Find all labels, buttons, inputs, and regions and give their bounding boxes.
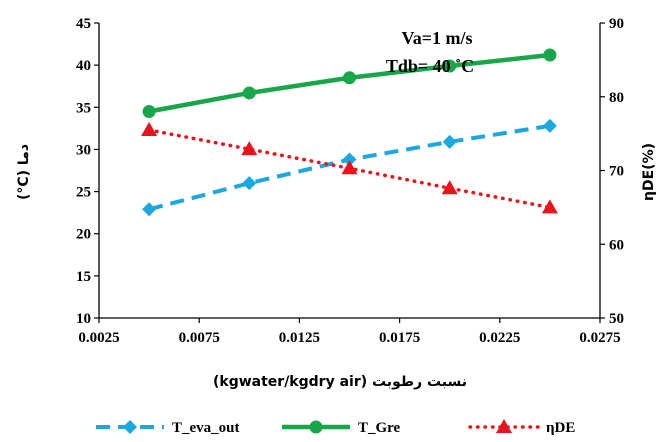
data-point [142, 105, 156, 118]
y-left-tick-label: 35 [76, 100, 91, 116]
series-layer [141, 48, 558, 217]
x-tick-label: 0.0075 [179, 330, 220, 346]
y-left-tick-label: 10 [76, 311, 91, 327]
annotation-drybulb: Tdb= 40 ˚C [386, 56, 474, 76]
series-0 [142, 118, 557, 217]
y-left-tick-label: 45 [76, 16, 91, 32]
y-right-axis-title: ηDE(%) [641, 143, 657, 201]
legend-swatch-marker [123, 420, 137, 434]
y-left-tick-label: 25 [76, 185, 91, 201]
legend-label: T_eva_out [172, 420, 240, 436]
x-tick-label: 0.0175 [379, 330, 420, 346]
x-tick-label: 0.0275 [579, 330, 620, 346]
y-right-tick-label: 90 [609, 16, 624, 32]
legend-label: ηDE [546, 420, 575, 436]
tick-labels: 10 15 20 25 30 35 40 45 50 60 70 80 90 0.0025 0.0075 0.… [76, 16, 624, 346]
data-point [541, 199, 558, 214]
x-tick-label: 0.0225 [479, 330, 520, 346]
data-point [241, 141, 258, 156]
legend-item: T_Gre [282, 420, 401, 436]
data-point [442, 134, 457, 149]
y-left-tick-label: 40 [76, 58, 91, 74]
data-point [343, 71, 356, 85]
data-point [542, 118, 557, 133]
y-right-tick-label: 70 [609, 164, 624, 180]
data-point [342, 152, 357, 167]
data-point [443, 59, 457, 73]
annotation-velocity: Va=1 m/s [401, 28, 472, 48]
legend-item: T_eva_out [96, 420, 240, 436]
legend-label: T_Gre [358, 420, 401, 436]
y-right-tick-label: 60 [609, 237, 624, 253]
y-left-tick-label: 30 [76, 142, 91, 158]
y-left-axis-title: دما (C°) [16, 144, 32, 200]
series-1 [142, 48, 557, 118]
y-left-tick-label: 20 [76, 227, 91, 243]
y-right-tick-label: 50 [609, 311, 624, 327]
x-axis-title: نسبت رطوبت (kgwater/kgdry air) [213, 374, 467, 390]
series-2 [141, 121, 558, 214]
y-right-tick-label: 80 [609, 90, 624, 106]
x-tick-label: 0.0025 [78, 330, 119, 346]
legend: T_eva_out T_Gre ηDE [96, 419, 575, 436]
data-point [441, 180, 458, 195]
data-point [341, 160, 358, 175]
data-point [142, 202, 157, 217]
x-tick-label: 0.0125 [279, 330, 320, 346]
legend-swatch-marker [309, 420, 323, 434]
data-point [242, 176, 257, 191]
data-point [543, 48, 557, 62]
y-left-tick-label: 15 [76, 269, 91, 285]
legend-item: ηDE [468, 419, 575, 436]
data-point [141, 121, 158, 136]
legend-swatch-marker [496, 419, 512, 433]
axes [94, 22, 605, 323]
data-point [242, 86, 256, 100]
